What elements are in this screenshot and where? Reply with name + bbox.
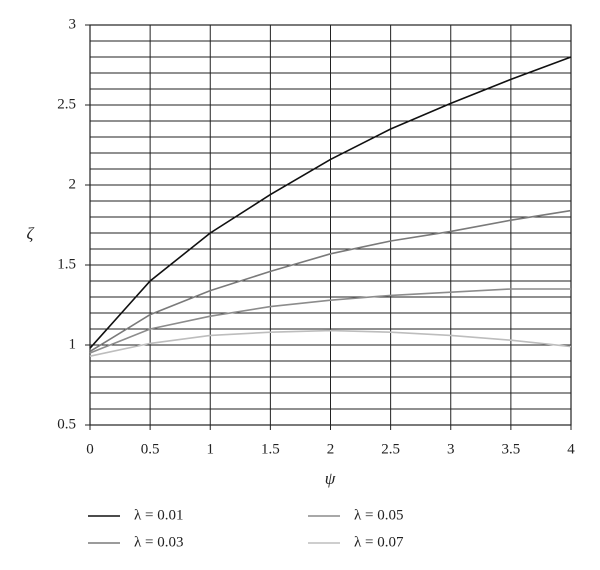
y-tick-label: 1	[69, 336, 77, 352]
x-tick-label: 1	[207, 441, 215, 457]
x-tick-label: 2.5	[381, 441, 400, 457]
x-tick-label: 3.5	[502, 441, 521, 457]
x-tick-label: 0	[86, 441, 94, 457]
y-tick-label: 2	[69, 176, 77, 192]
x-axis-label: ψ	[325, 469, 336, 488]
series-line	[89, 56, 572, 349]
y-axis-label: ζ	[27, 224, 35, 243]
legend-label: λ = 0.03	[134, 534, 183, 550]
y-tick-label: 2.5	[57, 96, 76, 112]
legend-label: λ = 0.07	[354, 534, 404, 550]
x-tick-label: 4	[567, 441, 575, 457]
x-tick-label: 1.5	[261, 441, 280, 457]
y-tick-label: 0.5	[57, 416, 76, 432]
x-tick-label: 0.5	[141, 441, 160, 457]
legend-label: λ = 0.05	[354, 507, 403, 523]
y-tick-label: 1.5	[57, 256, 76, 272]
legend-label: λ = 0.01	[134, 507, 183, 523]
y-tick-label: 3	[69, 16, 77, 32]
series-line	[89, 288, 571, 354]
x-tick-label: 2	[327, 441, 335, 457]
series-line	[89, 209, 572, 353]
x-tick-label: 3	[447, 441, 455, 457]
plot-frame	[89, 24, 572, 426]
series-line	[89, 329, 572, 357]
